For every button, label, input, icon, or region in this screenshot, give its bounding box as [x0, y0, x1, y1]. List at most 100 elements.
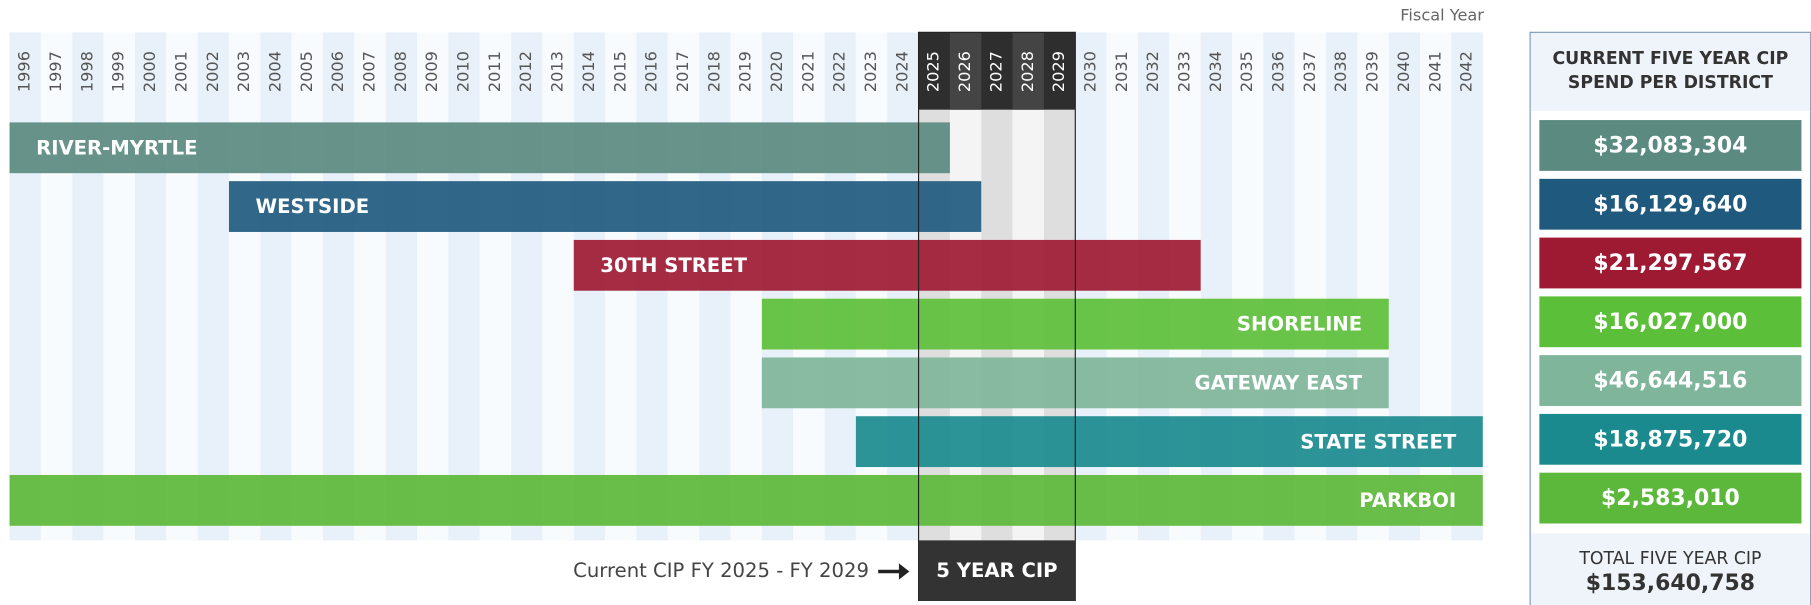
axis-label: Fiscal Year [1400, 6, 1484, 25]
spend-value: $46,644,516 [1593, 369, 1747, 394]
x-tick-label: 2040 [1394, 51, 1413, 92]
year-column [417, 32, 449, 541]
highlight-footer [918, 540, 1076, 601]
x-tick-label: 2025 [924, 51, 943, 92]
x-tick-label: 2018 [704, 51, 723, 92]
x-tick-label: 2026 [955, 51, 974, 92]
year-column [354, 32, 386, 541]
spend-value: $18,875,720 [1593, 427, 1747, 452]
x-tick-label: 2035 [1237, 51, 1256, 92]
year-column [40, 32, 73, 541]
x-tick-label: 2019 [736, 51, 755, 92]
x-tick-label: 2041 [1425, 51, 1444, 92]
spend-value: $21,297,567 [1593, 251, 1747, 276]
x-tick-label: 2005 [297, 51, 316, 92]
x-tick-label: 2022 [830, 51, 849, 92]
highlight-note: Current CIP FY 2025 - FY 2029 [573, 559, 869, 582]
x-tick-label: 1998 [77, 51, 96, 92]
spend-box [1539, 296, 1802, 348]
x-tick-label: 2033 [1175, 51, 1194, 92]
x-tick-label: 2013 [548, 51, 567, 92]
year-column [479, 32, 512, 541]
x-tick-label: 2024 [892, 51, 911, 92]
spend-box [1539, 178, 1802, 230]
x-tick-label: 2011 [485, 51, 504, 92]
x-tick-label: 2003 [234, 51, 253, 92]
spend-value: $32,083,304 [1593, 134, 1747, 159]
highlight-header-stripe [949, 32, 982, 110]
highlight-header-stripe [1012, 32, 1044, 110]
year-column [260, 32, 292, 541]
x-tick-label: 2028 [1018, 51, 1037, 92]
x-tick-label: 2042 [1457, 51, 1476, 92]
panel-header [1531, 33, 1810, 110]
bar-label: STATE STREET [1300, 430, 1457, 453]
highlight-header [918, 32, 1076, 110]
bar [855, 416, 1483, 468]
bar-label: RIVER-MYRTLE [36, 136, 197, 159]
x-tick-label: 1997 [46, 51, 65, 92]
year-column [9, 32, 41, 541]
bar-label: GATEWAY EAST [1195, 372, 1363, 395]
x-tick-label: 2014 [579, 51, 598, 92]
spend-value: $16,027,000 [1593, 310, 1747, 335]
spend-box [1539, 237, 1802, 289]
x-tick-label: 2010 [454, 51, 473, 92]
spend-box [1539, 472, 1802, 524]
spend-box [1539, 355, 1802, 406]
x-tick-label: 2032 [1143, 51, 1162, 92]
x-tick-label: 2004 [265, 51, 284, 92]
x-tick-label: 1999 [109, 51, 128, 92]
x-tick-label: 1996 [15, 51, 34, 92]
bar-label: PARKBOI [1359, 489, 1456, 512]
x-tick-label: 2008 [391, 51, 410, 92]
x-tick-label: 2009 [422, 51, 441, 92]
year-column [197, 32, 229, 541]
x-tick-label: 2020 [767, 51, 786, 92]
x-tick-label: 2017 [673, 51, 692, 92]
bar [9, 122, 950, 174]
spend-value: $16,129,640 [1593, 192, 1747, 217]
x-tick-label: 2001 [171, 51, 190, 92]
x-tick-label: 2034 [1206, 51, 1225, 92]
panel-title: CURRENT FIVE YEAR CIP [1552, 49, 1788, 69]
spend-value: $2,583,010 [1601, 486, 1740, 511]
highlight-label: 5 YEAR CIP [936, 559, 1057, 582]
x-tick-label: 2002 [203, 51, 222, 92]
x-tick-label: 2021 [798, 51, 817, 92]
bar [228, 181, 982, 232]
year-column [542, 32, 574, 541]
year-column [385, 32, 418, 541]
bar-label: 30TH STREET [600, 254, 747, 277]
x-tick-label: 2016 [642, 51, 661, 92]
x-tick-label: 2037 [1300, 51, 1319, 92]
bar-label: WESTSIDE [256, 195, 370, 218]
year-column [134, 32, 167, 541]
total-value: $153,640,758 [1586, 571, 1755, 596]
year-column [291, 32, 324, 541]
year-column [228, 32, 261, 541]
x-tick-label: 2038 [1331, 51, 1350, 92]
bar-label: SHORELINE [1237, 313, 1362, 336]
spend-box [1539, 413, 1802, 465]
x-tick-label: 2012 [516, 51, 535, 92]
x-tick-label: 2023 [861, 51, 880, 92]
x-tick-label: 2029 [1049, 51, 1068, 92]
year-column [511, 32, 543, 541]
year-column [448, 32, 480, 541]
x-tick-label: 2015 [610, 51, 629, 92]
x-tick-label: 2031 [1112, 51, 1131, 92]
year-column [103, 32, 135, 541]
arrow-head [898, 563, 910, 580]
year-column [323, 32, 355, 541]
spend-box [1539, 120, 1802, 171]
bar [573, 239, 1201, 291]
x-tick-label: 2030 [1080, 51, 1099, 92]
x-tick-label: 2027 [986, 51, 1005, 92]
x-tick-label: 2039 [1363, 51, 1382, 92]
bar [9, 474, 1483, 526]
year-column [72, 32, 104, 541]
total-title: TOTAL FIVE YEAR CIP [1578, 549, 1761, 569]
x-tick-label: 2006 [328, 51, 347, 92]
